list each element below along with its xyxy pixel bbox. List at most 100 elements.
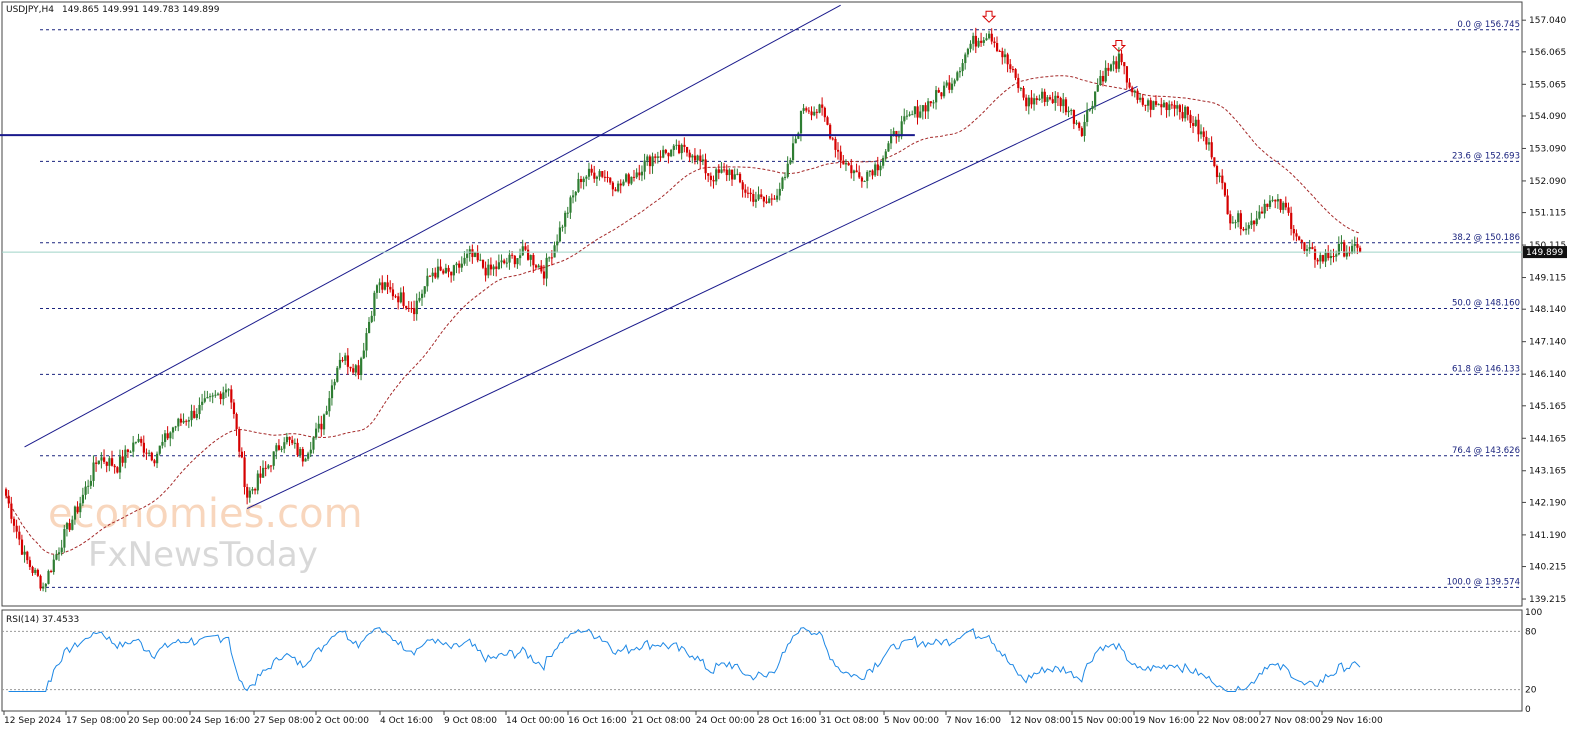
candle: [346, 348, 350, 375]
candle: [57, 547, 61, 562]
candle: [635, 168, 638, 179]
candle: [1173, 100, 1176, 117]
candle-body: [126, 449, 130, 452]
candle-body: [1109, 64, 1113, 71]
candle-body: [505, 262, 508, 264]
candle: [426, 268, 429, 292]
candle-body: [1083, 121, 1086, 136]
candle: [360, 356, 363, 381]
candle-body: [161, 441, 164, 446]
candle: [1268, 195, 1272, 210]
price-tick-label-5: 152.090: [1529, 177, 1566, 187]
candle: [548, 256, 551, 262]
candle: [458, 260, 461, 274]
candle-body: [468, 249, 471, 254]
candle: [391, 283, 395, 300]
time-label-6: 4 Oct 16:00: [380, 716, 433, 726]
candle-body: [18, 531, 21, 540]
candle-body: [439, 266, 442, 271]
candle: [325, 405, 328, 415]
candle-body: [145, 452, 148, 454]
candle: [1308, 239, 1311, 254]
candle: [572, 190, 575, 204]
candle: [858, 165, 861, 179]
candle-body: [1094, 91, 1097, 106]
candle-body: [911, 114, 914, 116]
price-tick-label-1: 156.065: [1529, 48, 1566, 58]
candle: [389, 280, 392, 293]
candle-body: [953, 80, 956, 84]
candle: [717, 164, 720, 180]
time-label-12: 28 Oct 16:00: [758, 716, 817, 726]
candle-body: [195, 414, 198, 418]
price-tick-label-12: 145.165: [1529, 402, 1566, 412]
candle: [423, 286, 426, 298]
candle: [561, 224, 564, 232]
candle: [1253, 220, 1256, 232]
time-label-17: 15 Nov 00:00: [1072, 716, 1133, 726]
candle: [614, 187, 617, 192]
candle-body: [646, 156, 649, 161]
candle: [738, 172, 742, 184]
candle: [55, 550, 58, 561]
candle: [919, 104, 922, 119]
candle-body: [574, 191, 577, 196]
candle: [905, 110, 909, 120]
candle: [932, 99, 935, 109]
candle: [916, 99, 919, 125]
candle: [365, 327, 368, 358]
candle-body: [651, 156, 654, 167]
candle: [871, 169, 874, 180]
candle: [251, 486, 254, 495]
price-tick-label-2: 155.065: [1529, 80, 1566, 90]
candle-body: [34, 569, 37, 573]
candle-body: [460, 263, 463, 268]
candle-body: [455, 263, 458, 266]
candle-body: [723, 169, 726, 171]
candle: [757, 186, 760, 201]
candle-body: [1189, 114, 1192, 124]
candle: [1051, 92, 1054, 104]
candle: [524, 242, 527, 251]
candle: [590, 164, 593, 176]
candle: [320, 415, 323, 437]
candle: [948, 75, 951, 94]
time-label-21: 29 Nov 16:00: [1322, 716, 1383, 726]
candle: [821, 97, 824, 116]
candle-body: [733, 174, 736, 180]
candle-body: [391, 289, 395, 297]
candle: [746, 186, 750, 199]
candle-body: [267, 465, 270, 469]
candle: [338, 352, 342, 370]
candle-body: [937, 90, 940, 93]
candle: [79, 496, 82, 518]
candle-body: [1284, 202, 1288, 208]
candle-body: [548, 257, 551, 259]
candle: [1003, 48, 1007, 64]
candle: [868, 170, 872, 177]
candle-body: [1149, 100, 1152, 110]
candle: [1139, 93, 1142, 103]
candle: [65, 521, 69, 537]
candle-body: [1181, 112, 1184, 119]
candle-body: [1170, 104, 1174, 106]
candle: [972, 32, 975, 51]
candle: [169, 431, 172, 447]
candle-body: [786, 163, 789, 177]
candle-body: [333, 381, 336, 386]
candle-body: [344, 355, 347, 361]
candle-body: [871, 170, 874, 176]
candle-body: [407, 307, 410, 309]
candle: [958, 67, 962, 78]
candle: [187, 416, 191, 429]
candle: [418, 291, 421, 303]
candle: [617, 180, 620, 193]
candle: [481, 259, 485, 270]
candle: [664, 148, 667, 155]
candle: [924, 102, 927, 119]
candle-body: [725, 169, 728, 176]
candle-body: [227, 389, 230, 391]
candle: [307, 451, 310, 461]
candle-body: [1107, 67, 1110, 71]
candle-body: [320, 423, 323, 430]
